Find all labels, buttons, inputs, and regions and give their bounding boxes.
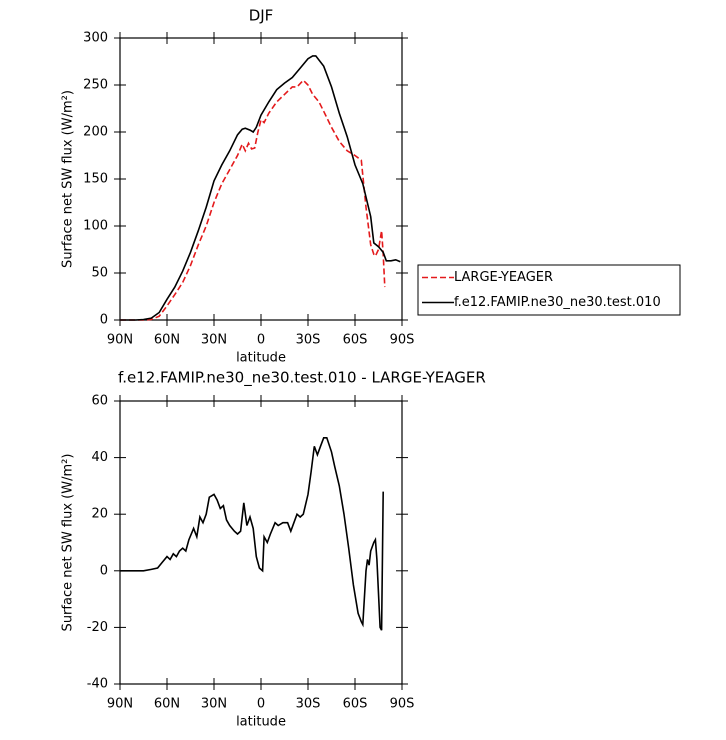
x-tick-label: 90S xyxy=(390,333,415,348)
y-tick-label: 50 xyxy=(91,266,108,281)
chart-title: DJF xyxy=(249,7,274,25)
y-tick-label: 100 xyxy=(83,219,108,234)
x-tick-label: 0 xyxy=(257,333,265,348)
y-tick-label: 0 xyxy=(100,563,108,578)
x-tick-label: 60N xyxy=(154,333,180,348)
y-axis-label: Surface net SW flux (W/m²) xyxy=(61,90,76,268)
x-tick-label: 0 xyxy=(257,697,265,712)
data-line xyxy=(120,437,384,631)
x-tick-label: 60S xyxy=(343,333,368,348)
y-tick-label: 300 xyxy=(83,31,108,46)
plot-frame xyxy=(119,400,403,685)
y-axis-label: Surface net SW flux (W/m²) xyxy=(61,454,76,632)
x-tick-label: 90N xyxy=(107,697,133,712)
y-tick-label: -20 xyxy=(87,620,108,635)
data-line xyxy=(120,55,401,321)
x-tick-label: 60N xyxy=(154,697,180,712)
x-tick-label: 90N xyxy=(107,333,133,348)
y-tick-label: 0 xyxy=(100,313,108,328)
y-tick-label: 150 xyxy=(83,172,108,187)
legend-label: f.e12.FAMIP.ne30_ne30.test.010 xyxy=(454,295,661,310)
y-tick-label: 200 xyxy=(83,125,108,140)
y-tick-label: 40 xyxy=(91,450,108,465)
x-axis-label: latitude xyxy=(236,351,286,366)
y-tick-label: 20 xyxy=(91,507,108,522)
legend-box xyxy=(417,264,681,316)
x-tick-label: 30N xyxy=(201,333,227,348)
y-tick-label: 250 xyxy=(83,78,108,93)
x-tick-label: 60S xyxy=(343,697,368,712)
x-tick-label: 30S xyxy=(296,333,321,348)
x-tick-label: 90S xyxy=(390,697,415,712)
x-axis-label: latitude xyxy=(236,715,286,730)
y-tick-label: -40 xyxy=(87,677,108,692)
data-line xyxy=(120,79,386,321)
legend-label: LARGE-YEAGER xyxy=(454,270,553,285)
x-tick-label: 30S xyxy=(296,697,321,712)
x-tick-label: 30N xyxy=(201,697,227,712)
chart-title: f.e12.FAMIP.ne30_ne30.test.010 - LARGE-Y… xyxy=(118,369,486,388)
plot-frame xyxy=(119,37,403,321)
y-tick-label: 60 xyxy=(91,394,108,409)
